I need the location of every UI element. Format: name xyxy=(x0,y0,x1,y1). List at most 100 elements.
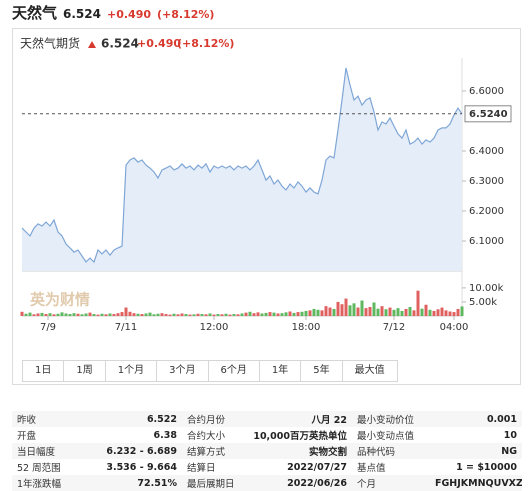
volume-bar xyxy=(120,312,124,316)
y-tick-label: 6.6000 xyxy=(469,86,504,97)
stat-value: 2022/07/27 xyxy=(287,461,347,473)
volume-bar xyxy=(172,313,176,316)
volume-bar xyxy=(272,312,276,316)
volume-bar xyxy=(188,314,192,316)
volume-bar xyxy=(128,311,132,316)
stat-label: 昨收 xyxy=(12,411,82,427)
volume-bar xyxy=(132,313,136,316)
stat-value: 1 = $10000 xyxy=(456,461,517,473)
volume-bar xyxy=(84,313,88,316)
volume-bar xyxy=(212,314,216,316)
stat-label: 最后展期日 xyxy=(182,475,248,491)
stat-value: 6.232 - 6.689 xyxy=(82,443,182,459)
volume-bar xyxy=(224,313,228,316)
volume-bar xyxy=(256,312,260,316)
volume-bar xyxy=(376,308,380,316)
volume-bar xyxy=(204,314,208,316)
stat-value: 3.536 - 9.664 xyxy=(106,461,177,473)
volume-bar xyxy=(200,314,204,316)
x-tick-label: 04:00 xyxy=(440,322,469,333)
volume-bar xyxy=(208,313,212,316)
volume-bar xyxy=(236,314,240,316)
stat-label: 结算方式 xyxy=(182,443,248,459)
volume-bar xyxy=(152,314,156,316)
volume-bar xyxy=(388,307,392,316)
stat-label: 结算日 xyxy=(187,463,216,474)
chart-change-percent: (+8.12%) xyxy=(177,37,234,50)
stat-value: 2022/06/26 xyxy=(248,475,352,491)
volume-bar xyxy=(192,314,196,316)
stat-label: 合约大小 xyxy=(187,431,226,442)
range-button[interactable]: 1年 xyxy=(260,361,302,381)
volume-bar xyxy=(420,308,424,316)
volume-tick-label: 5.00k xyxy=(469,297,497,308)
volume-bar xyxy=(196,313,200,316)
volume-bar xyxy=(304,310,308,316)
volume-bar xyxy=(300,311,304,316)
volume-bar xyxy=(444,310,448,316)
volume-bar xyxy=(136,313,140,316)
price: 6.524 xyxy=(63,7,101,21)
x-tick-label: 12:00 xyxy=(200,322,229,333)
y-tick-label: 6.2000 xyxy=(469,206,504,217)
stat-label: 个月 xyxy=(352,475,430,491)
volume-bar xyxy=(372,302,376,316)
volume-bar xyxy=(288,311,292,316)
up-arrow xyxy=(88,41,96,48)
range-button[interactable]: 3个月 xyxy=(157,361,209,381)
volume-bar xyxy=(180,313,184,316)
volume-bar xyxy=(36,313,40,316)
watermark: 英为财情 xyxy=(30,291,90,309)
volume-bar xyxy=(88,312,92,316)
y-tick-label: 6.4000 xyxy=(469,146,504,157)
x-tick-label: 7/11 xyxy=(115,322,137,333)
price-line xyxy=(21,67,463,264)
volume-bar xyxy=(164,314,168,316)
volume-bar xyxy=(244,312,248,316)
volume-bar xyxy=(392,309,396,316)
volume-bar xyxy=(384,309,388,316)
stat-label: 合约月份 xyxy=(182,411,248,427)
range-button[interactable]: 1日 xyxy=(23,361,65,381)
volume-bar xyxy=(368,307,372,316)
volume-bar xyxy=(316,309,320,316)
volume-bar xyxy=(428,309,432,316)
volume-bar xyxy=(396,308,400,316)
volume-bar xyxy=(52,314,56,316)
volume-bar xyxy=(112,314,116,316)
volume-bar xyxy=(320,310,324,316)
x-tick-label: 18:00 xyxy=(292,322,321,333)
range-button[interactable]: 5年 xyxy=(301,361,343,381)
volume-bar xyxy=(40,312,44,316)
volume-bar xyxy=(156,313,160,316)
stats-row: 1年涨跌幅 72.51% 最后展期日 2022/06/26 个月 FGHJKMNQUVXZ xyxy=(12,475,522,491)
volume-bar xyxy=(360,300,364,316)
volume-bar xyxy=(72,313,76,316)
area-fill xyxy=(22,67,462,272)
volume-bar xyxy=(116,313,120,316)
stat-value: 实物交割 xyxy=(248,443,352,459)
volume-bar xyxy=(140,314,144,316)
volume-bar xyxy=(380,306,384,316)
volume-bar xyxy=(440,307,444,316)
range-selector: 1日 1周 1个月 3个月 6个月 1年 5年 最大值 xyxy=(22,360,398,382)
volume-bar xyxy=(44,314,48,316)
range-button[interactable]: 最大值 xyxy=(354,365,385,376)
volume-bar xyxy=(148,312,152,316)
range-button[interactable]: 1个月 xyxy=(106,361,158,381)
stat-label: 最小变动价位 xyxy=(352,411,430,427)
stat-label: 最小变动点值 xyxy=(357,431,415,442)
range-button[interactable]: 1周 xyxy=(64,361,106,381)
volume-bar xyxy=(28,312,32,316)
stat-value: 10 xyxy=(503,429,517,441)
volume-bar xyxy=(64,313,68,316)
volume-bar xyxy=(220,314,224,316)
x-tick-label: 7/9 xyxy=(40,322,56,333)
volume-bar xyxy=(184,314,188,316)
volume-bar xyxy=(336,301,340,316)
stats-row: 52 周范围 3.536 - 9.664 结算日 2022/07/27 基点值 1 = $… xyxy=(12,459,522,475)
stats-row: 开盘 6.38 合约大小 10,000百万英热单位 最小变动点值 10 xyxy=(12,427,522,443)
range-button[interactable]: 6个月 xyxy=(209,361,260,381)
change: +0.490 xyxy=(106,8,151,21)
